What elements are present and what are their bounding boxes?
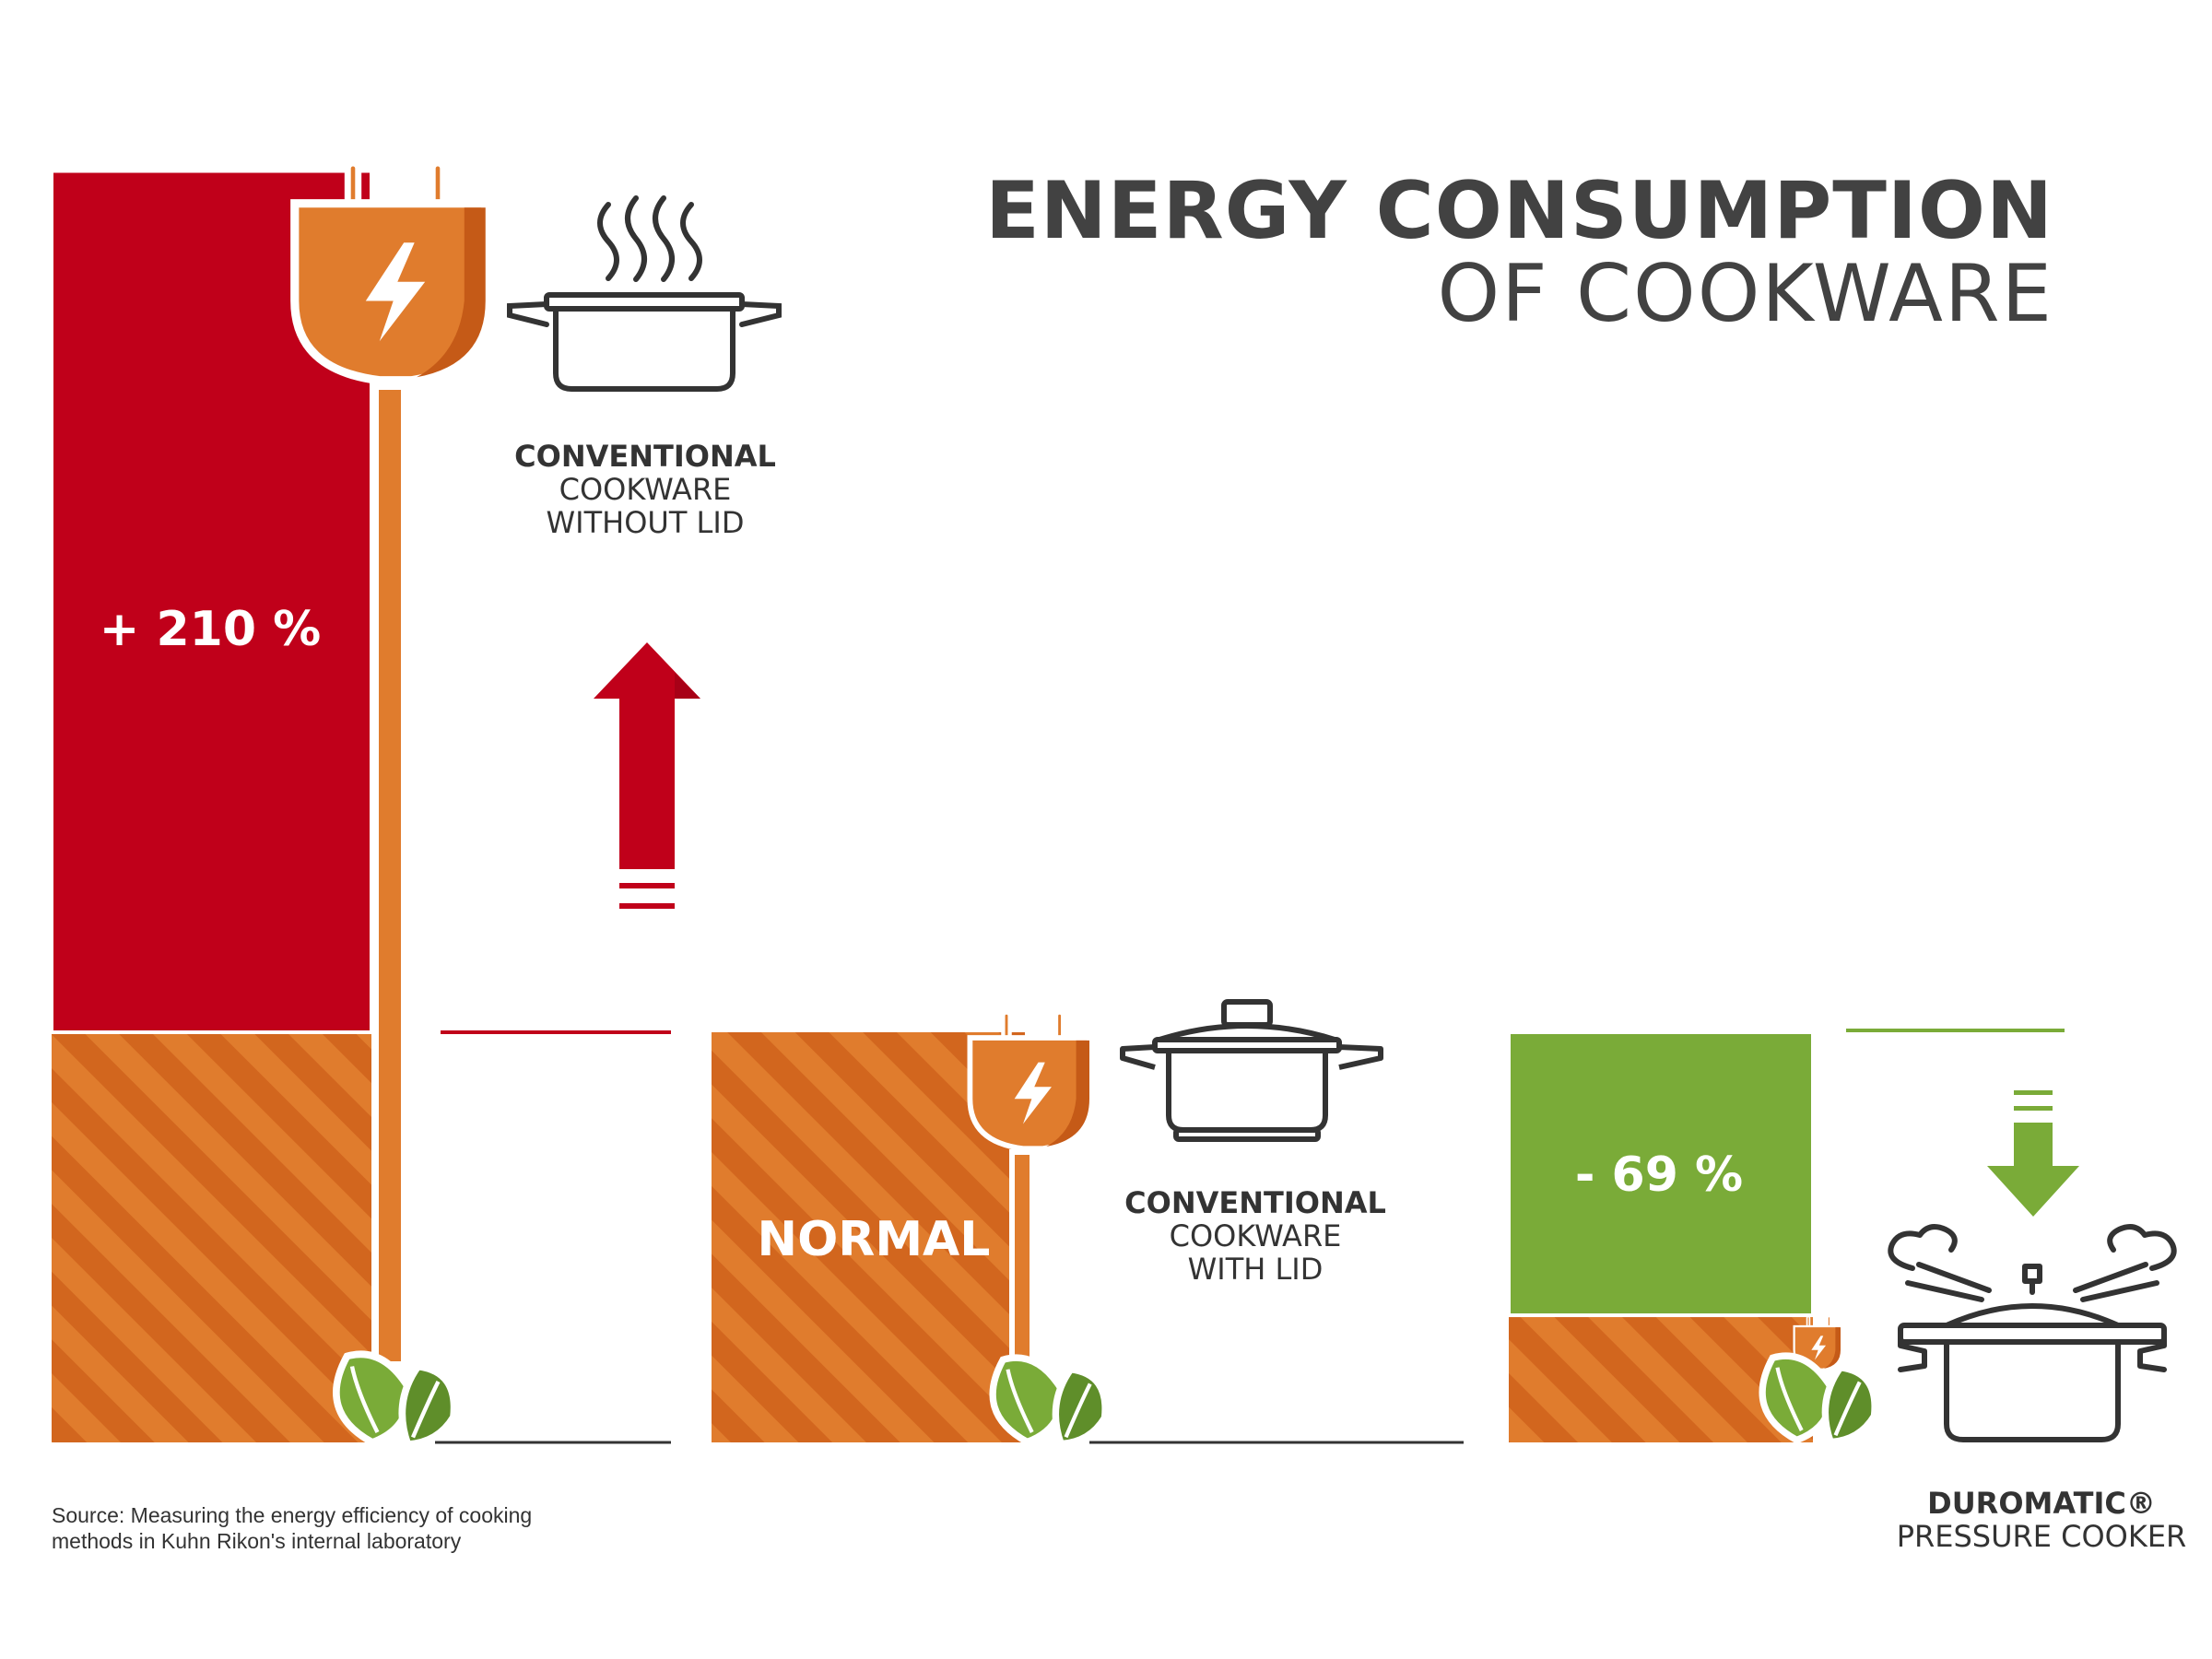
bar-group: + 210 % NORMAL - 69 % (50, 169, 1815, 1442)
value-label: - 69 % (1575, 1147, 1743, 1203)
leaf-icon (993, 1358, 1105, 1443)
power-cord-1 (373, 384, 406, 1367)
category-label-1-line1: COOKWARE (559, 472, 732, 507)
leaf-icon (1762, 1356, 1875, 1441)
bar-normal-segment (52, 1032, 371, 1442)
value-label: + 210 % (100, 602, 321, 657)
pressure-cooker-icon (1888, 1224, 2177, 1442)
arrow-down-icon (1987, 1090, 2079, 1217)
power-cord-2 (1009, 1149, 1035, 1376)
value-label: NORMAL (758, 1212, 991, 1267)
chart-title-line2: OF COOKWARE (1437, 248, 2053, 340)
category-label-1-bold: CONVENTIONAL (514, 439, 776, 474)
category-label-2-bold: CONVENTIONAL (1124, 1185, 1386, 1220)
steaming-pot-icon (507, 195, 782, 392)
category-label-2-line2: WITH LID (1188, 1252, 1324, 1287)
category-label-3-line1: PRESSURE COOKER (1897, 1519, 2187, 1554)
chart-title-line1: ENERGY CONSUMPTION (985, 165, 2053, 257)
category-label-1-line2: WITHOUT LID (547, 505, 745, 540)
arrow-up-icon (594, 642, 700, 909)
source-line-1: Source: Measuring the energy efficiency … (52, 1503, 532, 1527)
bar-decrease-segment (1507, 1030, 1815, 1318)
lidded-pot-icon (1120, 999, 1383, 1142)
leaf-icon (336, 1354, 454, 1444)
source-line-2: methods in Kuhn Rikon's internal laborat… (52, 1529, 462, 1553)
category-label-2-line1: COOKWARE (1170, 1218, 1342, 1253)
category-label-3-bold: DUROMATIC® (1927, 1486, 2156, 1521)
